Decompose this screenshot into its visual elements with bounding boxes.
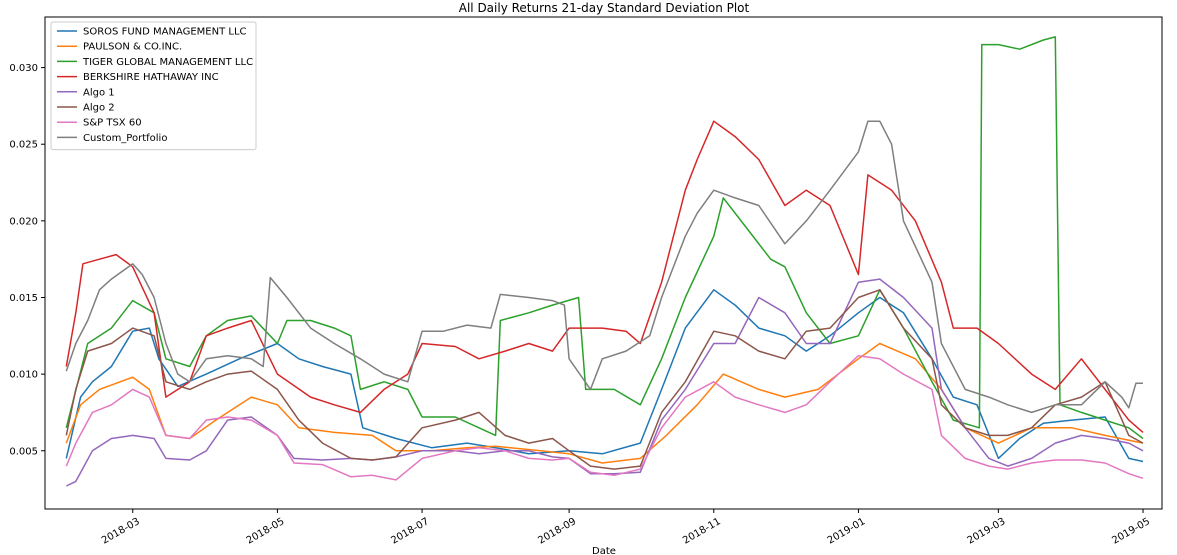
x-tick-label: 2018-05 (245, 516, 287, 546)
legend-label: Custom_Portfolio (83, 133, 167, 144)
legend-label: PAULSON & CO.INC. (83, 42, 182, 53)
x-tick-label: 2019-01 (826, 516, 868, 546)
chart-title: All Daily Returns 21-day Standard Deviat… (459, 1, 750, 15)
legend-label: Algo 2 (83, 103, 115, 114)
x-tick-label: 2019-03 (966, 516, 1008, 546)
plot-frame (44, 16, 1163, 510)
x-tick-label: 2019-05 (1110, 516, 1152, 546)
y-tick-label: 0.005 (9, 446, 38, 457)
legend-label: BERKSHIRE HATHAWAY INC (83, 72, 219, 83)
legend-label: S&P TSX 60 (83, 118, 142, 129)
series-layer (65, 36, 1144, 487)
x-tick-label: 2018-07 (389, 516, 431, 546)
legend-box (50, 21, 257, 151)
x-tick-label: 2018-03 (100, 516, 142, 546)
y-tick-label: 0.030 (9, 63, 38, 74)
series-line-3 (65, 120, 1144, 433)
legend: SOROS FUND MANAGEMENT LLC PAULSON & CO.IN… (50, 21, 257, 151)
y-tick-label: 0.025 (9, 140, 38, 151)
x-axis-label: Date (592, 546, 616, 555)
series-line-2 (65, 36, 1144, 440)
x-tick-label: 2018-11 (681, 516, 723, 546)
y-tick-label: 0.010 (9, 370, 38, 381)
series-line-5 (65, 289, 1144, 470)
series-line-6 (65, 354, 1144, 481)
y-tick-label: 0.015 (9, 293, 38, 304)
legend-label: TIGER GLOBAL MANAGEMENT LLC (82, 57, 253, 68)
series-line-0 (65, 289, 1144, 463)
x-axis: 2018-03 2018-05 2018-07 2018-09 2018-11 2019-… (100, 509, 1152, 547)
legend-label: SOROS FUND MANAGEMENT LLC (83, 27, 247, 38)
series-line-7 (65, 120, 1143, 414)
y-tick-label: 0.020 (9, 216, 38, 227)
series-line-1 (65, 342, 1144, 464)
series-line-4 (65, 278, 1144, 487)
x-tick-label: 2018-09 (536, 516, 578, 546)
y-axis: 0.005 0.010 0.015 0.020 0.025 0.030 (9, 63, 45, 457)
legend-label: Algo 1 (83, 87, 115, 98)
